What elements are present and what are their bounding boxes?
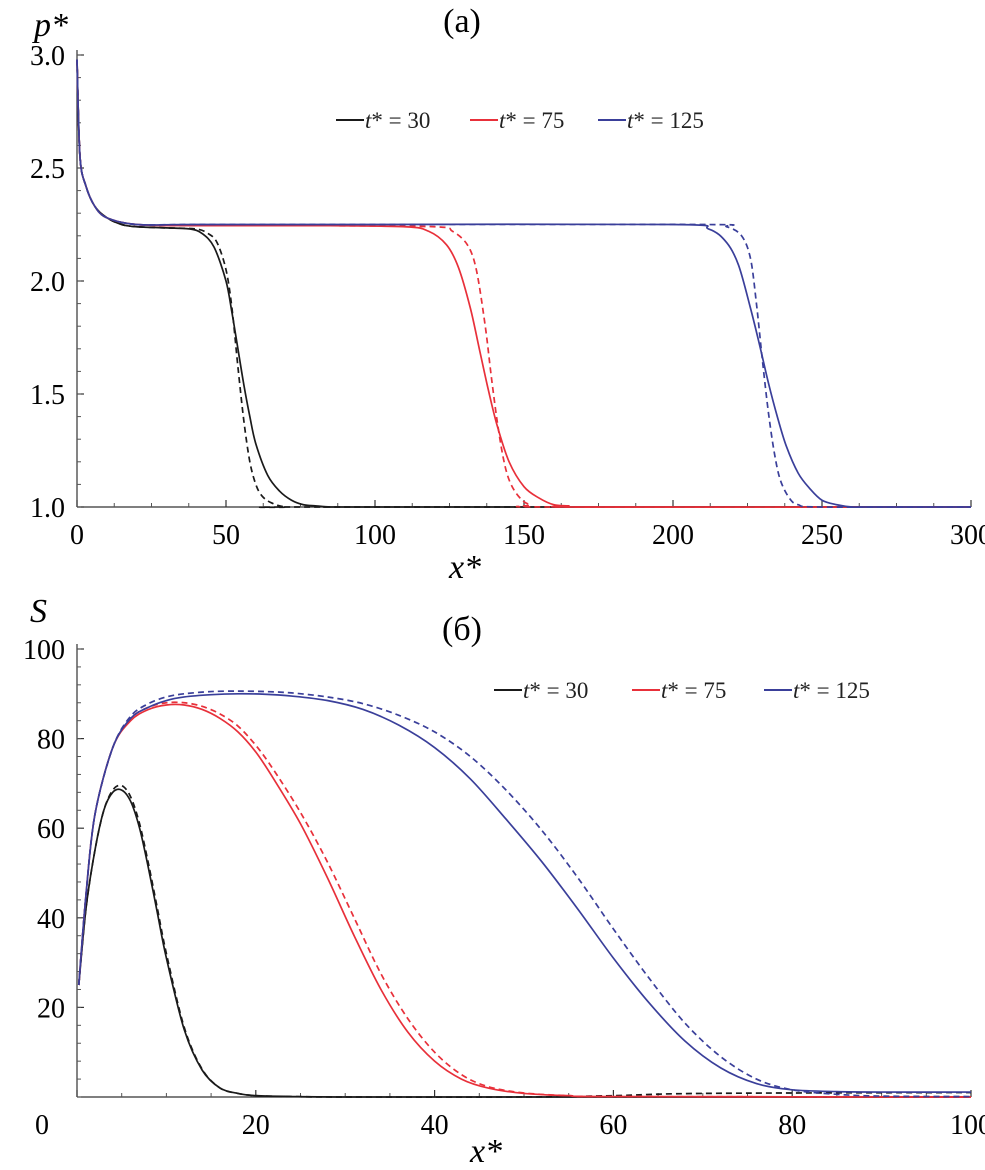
x-tick-label: 250 [801,520,843,551]
panel-b-x-label: x* [469,1133,502,1170]
x-tick-label: 100 [950,1110,985,1141]
series-line-t-30 [77,788,971,1098]
legend-label: t* = 125 [627,108,704,133]
x-tick-label: 20 [242,1110,270,1141]
x-tick-label: 150 [503,520,545,551]
legend-label: t* = 75 [499,108,564,133]
legend-label: t* = 30 [523,678,588,703]
panel-a-x-label: x* [448,549,481,586]
series-line-t-75-dashed [76,59,972,509]
panel-a-title: (a) [443,3,481,40]
series-line-t-75 [77,703,972,1098]
y-tick-label: 2.0 [30,267,65,298]
legend-label: t* = 30 [365,108,430,133]
panel-a-legend: t* = 30 t* = 75 t* = 125 [336,108,704,133]
x-tick-label: 60 [599,1110,627,1141]
y-tick-label: 80 [37,725,65,756]
y-tick-label: 60 [37,814,65,845]
panel-b-y-label: S [30,593,47,630]
legend-label: t* = 125 [793,678,870,703]
panel-b-legend: t* = 30 t* = 75 t* = 125 [494,678,870,703]
x-tick-label: 40 [421,1110,449,1141]
x-tick-label: 0 [70,520,84,551]
panel-a-series [76,59,972,509]
x-tick-label: 0 [35,1110,49,1141]
panel-b-series [77,690,972,1098]
panel-a-y-label: p* [32,7,68,44]
x-tick-label: 300 [950,520,985,551]
series-line-t-75-dashed [77,701,972,1098]
series-line-t-125-dashed [77,690,972,1098]
x-tick-label: 50 [212,520,240,551]
y-tick-label: 1.0 [30,493,65,524]
series-line-t-125 [77,692,972,1093]
y-tick-label: 40 [37,904,65,935]
x-tick-label: 100 [354,520,396,551]
panel-a-axes: 0 50 100 150 200 250 300 1.0 1.5 2.0 2.5 3.0 [30,41,985,551]
x-tick-label: 200 [652,520,694,551]
panel-b-title: (б) [442,611,482,648]
series-line-t-125-dashed [76,59,972,509]
panel-a-pressure: (a) p* x* 0 50 100 150 200 250 300 1.0 1.5 2.0 2.5… [30,3,985,586]
panel-b-saturation: (б) S x* 0 20 40 60 80 100 20 40 60 80 100 t* = 30… [23,593,985,1170]
y-tick-label: 1.5 [30,380,65,411]
y-tick-label: 2.5 [30,154,65,185]
y-tick-label: 100 [23,635,65,666]
y-tick-label: 3.0 [30,41,65,72]
panel-b-axes: 0 20 40 60 80 100 20 40 60 80 100 [23,635,985,1141]
series-line-t-30-dashed [77,784,972,1098]
legend-label: t* = 75 [661,678,726,703]
series-line-t-125 [76,59,972,509]
x-tick-label: 80 [778,1110,806,1141]
y-tick-label: 20 [37,993,65,1024]
